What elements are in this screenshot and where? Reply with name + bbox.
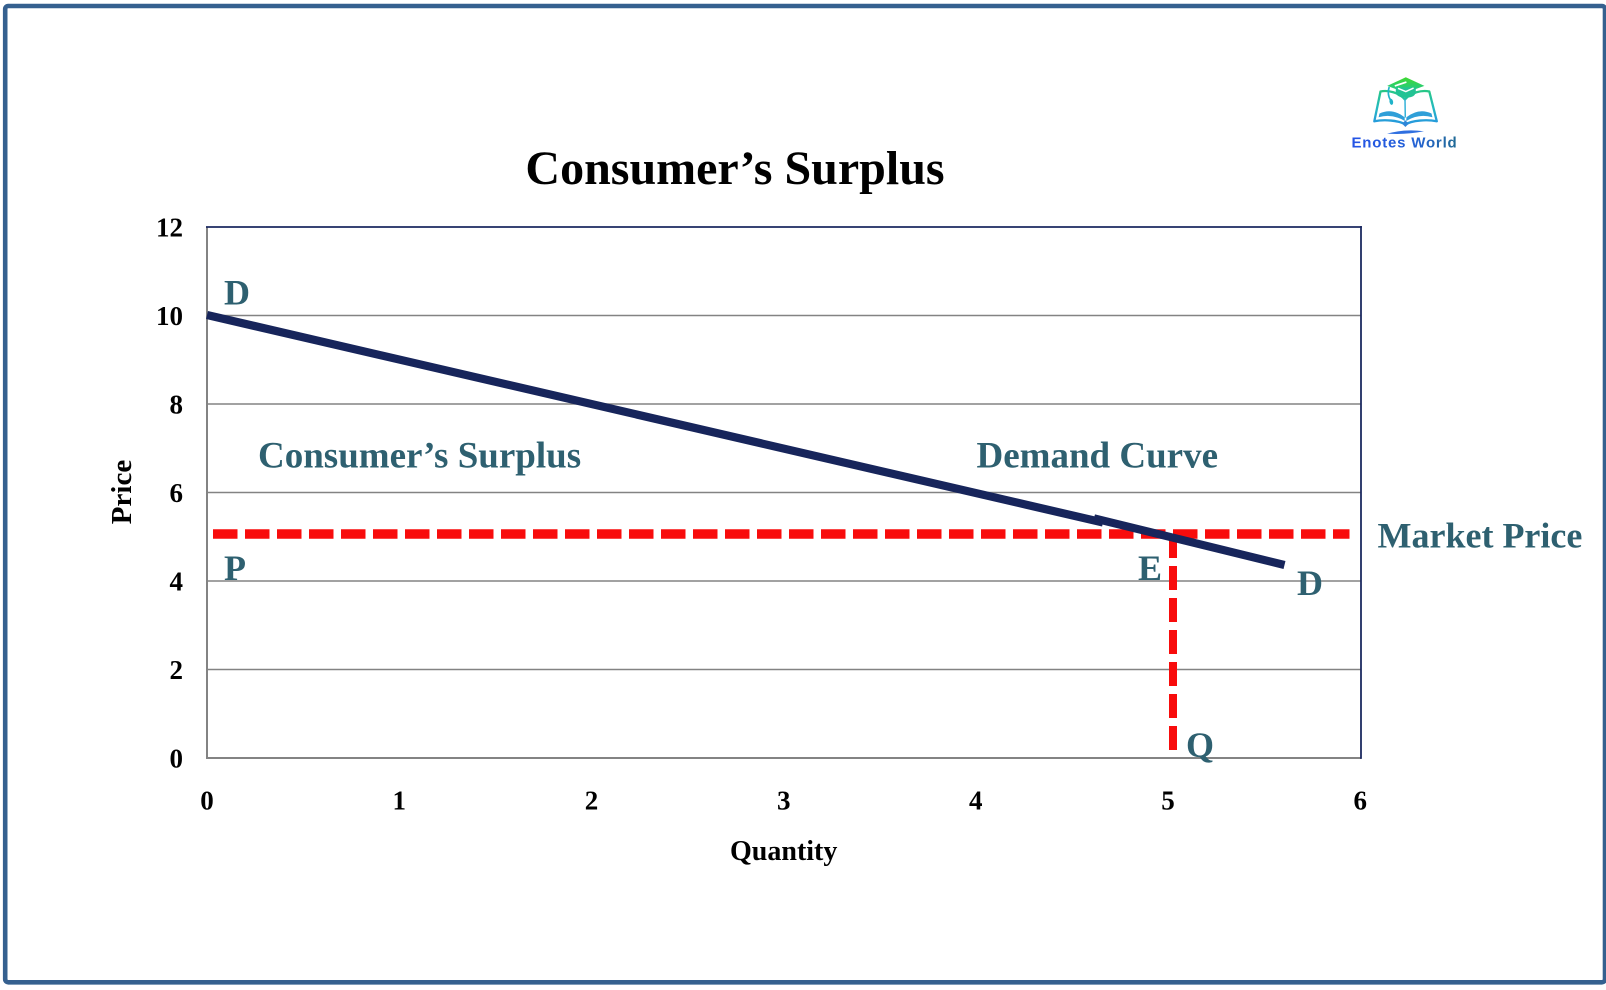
svg-text:Consumer’s Surplus: Consumer’s Surplus <box>258 435 581 476</box>
svg-text:Quantity: Quantity <box>730 836 837 867</box>
svg-text:P: P <box>224 548 246 588</box>
svg-text:6: 6 <box>170 478 184 508</box>
svg-text:Market Price: Market Price <box>1378 516 1583 556</box>
svg-text:Demand Curve: Demand Curve <box>977 436 1219 477</box>
svg-text:0: 0 <box>170 743 184 773</box>
svg-text:5: 5 <box>1161 785 1175 815</box>
svg-text:1: 1 <box>393 785 407 815</box>
svg-text:Consumer’s Surplus: Consumer’s Surplus <box>525 142 944 195</box>
svg-text:E: E <box>1138 548 1162 588</box>
svg-text:6: 6 <box>1353 785 1367 815</box>
svg-text:8: 8 <box>170 389 184 419</box>
svg-text:10: 10 <box>156 301 183 331</box>
svg-text:D: D <box>1297 563 1323 603</box>
svg-text:0: 0 <box>200 785 214 815</box>
svg-text:Q: Q <box>1186 725 1214 765</box>
svg-text:D: D <box>224 273 250 313</box>
svg-text:Price: Price <box>106 460 138 525</box>
svg-text:4: 4 <box>969 785 983 815</box>
svg-text:12: 12 <box>156 212 183 242</box>
svg-text:2: 2 <box>170 655 184 685</box>
svg-text:2: 2 <box>585 785 599 815</box>
svg-text:4: 4 <box>170 566 184 596</box>
svg-text:3: 3 <box>777 785 791 815</box>
svg-text:Enotes World: Enotes World <box>1352 135 1458 152</box>
